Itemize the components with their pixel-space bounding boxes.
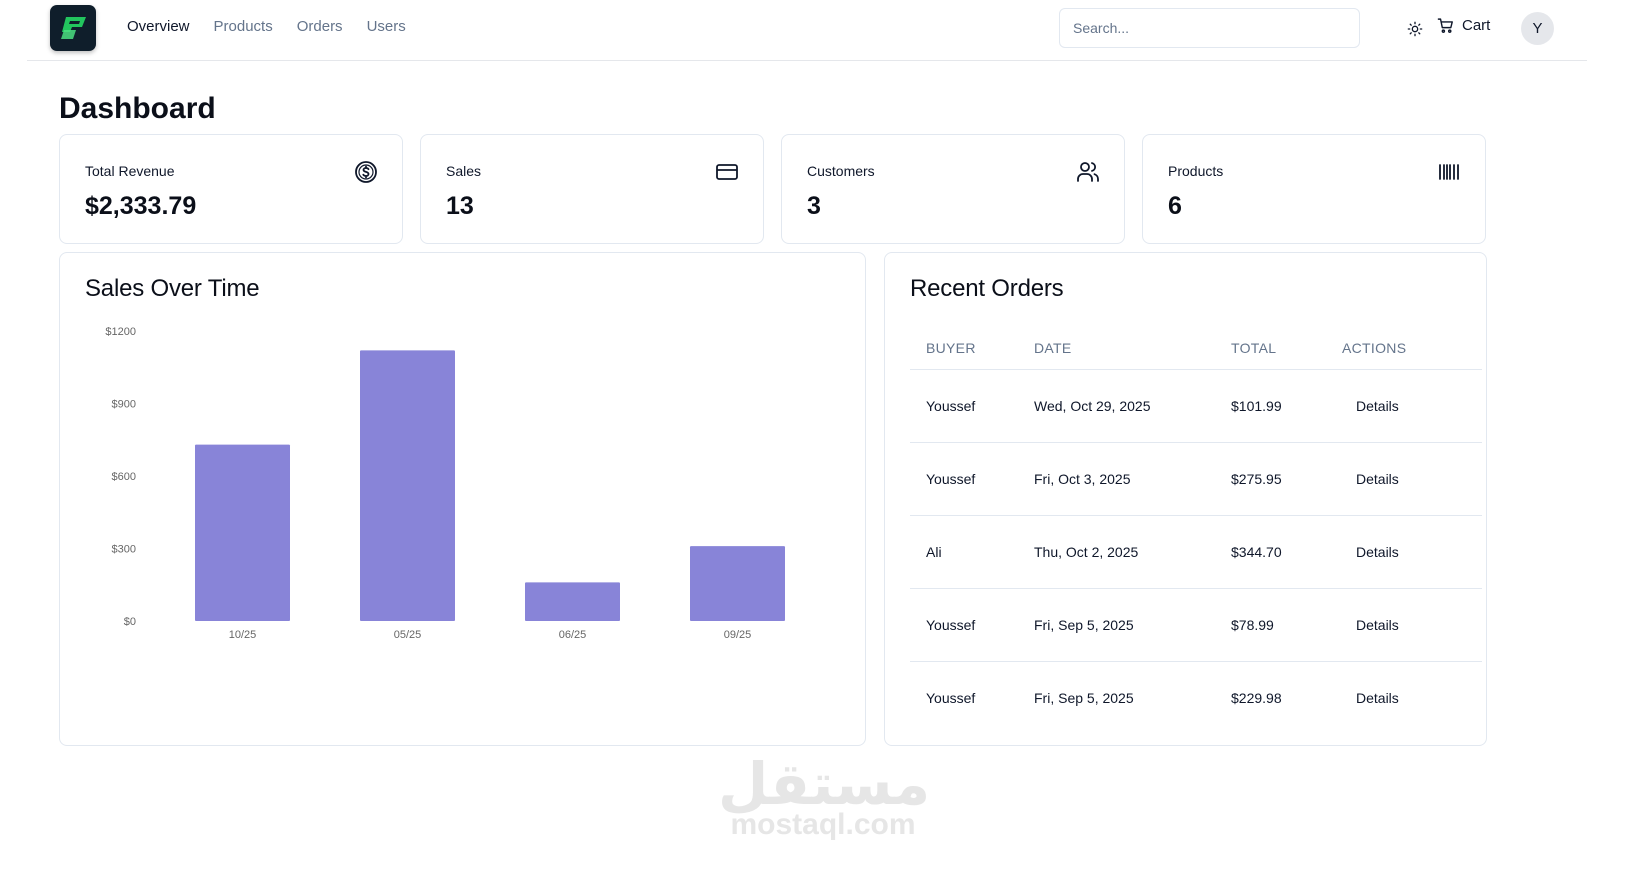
nav-users[interactable]: Users — [366, 18, 406, 35]
stat-card-products: Products 6 — [1142, 134, 1486, 244]
x-tick-label: 06/25 — [559, 629, 587, 641]
watermark-arabic: مستقل — [718, 750, 931, 818]
column-header-buyer: BUYER — [910, 328, 1018, 370]
date-cell: Fri, Oct 3, 2025 — [1018, 442, 1215, 516]
users-icon — [1077, 162, 1099, 182]
buyer-cell: Ali — [910, 515, 1018, 589]
stat-card-sales: Sales 13 — [420, 134, 764, 244]
date-cell: Fri, Sep 5, 2025 — [1034, 689, 1134, 706]
stat-value: 3 — [807, 192, 821, 220]
orders-table: BUYER DATE TOTAL ACTIONS Youssef Wed, Oc… — [910, 328, 1482, 734]
watermark: مستقل mostaql.com — [718, 750, 931, 841]
stat-value: 13 — [446, 192, 474, 220]
barcode-icon — [1439, 164, 1459, 180]
table-row: Youssef Wed, Oct 29, 2025 $101.99 Detail… — [910, 369, 1482, 443]
cart-icon — [1437, 18, 1453, 33]
nav-orders[interactable]: Orders — [296, 18, 343, 35]
chart-bar[interactable] — [360, 350, 455, 621]
y-tick-label: $600 — [112, 471, 136, 483]
x-tick-label: 05/25 — [394, 629, 422, 641]
chart-bar[interactable] — [525, 582, 620, 621]
x-tick-label: 09/25 — [724, 629, 752, 641]
details-button[interactable]: Details — [1326, 588, 1482, 662]
stat-label: Total Revenue — [85, 163, 175, 179]
recent-orders-panel: Recent Orders BUYER DATE TOTAL ACTIONS Y… — [884, 252, 1487, 746]
sales-bar-chart: $0 $300 $600 $900 $1200 10/25 05/25 06/25 09/25 — [105, 326, 785, 641]
column-header-date: DATE — [1018, 328, 1215, 370]
buyer-cell: Youssef — [910, 442, 1018, 516]
brand-logo[interactable] — [50, 5, 96, 51]
details-button[interactable]: Details — [1326, 442, 1482, 516]
credit-card-icon — [716, 164, 738, 180]
page-title: Dashboard — [59, 92, 216, 125]
buyer-cell: Youssef — [910, 369, 1018, 443]
dollar-circle-icon — [355, 161, 377, 183]
date-cell: Thu, Oct 2, 2025 — [1018, 515, 1215, 589]
y-tick-label: $900 — [112, 399, 136, 411]
total-cell: $101.99 — [1215, 369, 1326, 443]
column-header-total: TOTAL — [1215, 328, 1326, 370]
buyer-cell: Youssef — [910, 588, 1018, 662]
table-row: Ali Thu, Oct 2, 2025 $344.70 Details — [910, 515, 1482, 589]
details-button[interactable]: Details — [1326, 369, 1482, 443]
total-cell: $78.99 — [1215, 588, 1326, 662]
details-button[interactable]: Details — [1326, 515, 1482, 589]
column-header-actions: ACTIONS — [1326, 328, 1482, 370]
y-tick-label: $300 — [112, 544, 136, 556]
watermark-latin: mostaql.com — [730, 808, 916, 841]
stat-value: $2,333.79 — [85, 192, 197, 220]
panel-title: Sales Over Time — [85, 275, 260, 302]
chart-bar[interactable] — [690, 546, 785, 621]
panel-title: Recent Orders — [910, 275, 1064, 302]
total-cell: $275.95 — [1215, 442, 1326, 516]
logo-mark-icon — [61, 17, 86, 39]
top-navbar: Overview Products Orders Users Cart Y — [27, 0, 1587, 61]
nav-products[interactable]: Products — [213, 18, 273, 35]
nav-overview[interactable]: Overview — [127, 18, 190, 35]
date-cell: Wed, Oct 29, 2025 — [1018, 369, 1215, 443]
cart-button[interactable]: Cart — [1437, 17, 1490, 34]
table-header-row: BUYER DATE TOTAL ACTIONS — [910, 328, 1482, 370]
x-tick-label: 10/25 — [229, 629, 257, 641]
stat-card-customers: Customers 3 — [781, 134, 1125, 244]
table-row: Youssef Fri, Oct 3, 2025 $275.95 Details — [910, 442, 1482, 516]
total-cell: $229.98 — [1231, 689, 1282, 706]
table-row: Youssef Fri, Sep 5, 2025 $78.99 Details — [910, 588, 1482, 662]
stat-value: 6 — [1168, 192, 1182, 220]
main-nav: Overview Products Orders Users — [127, 18, 406, 35]
chart-bar[interactable] — [195, 444, 290, 621]
stat-card-revenue: Total Revenue $2,333.79 — [59, 134, 403, 244]
table-row: Youssef Fri, Sep 5, 2025 $229.98 Details — [910, 661, 1482, 734]
buyer-cell: Youssef — [926, 689, 976, 706]
date-cell: Fri, Sep 5, 2025 — [1018, 588, 1215, 662]
user-avatar[interactable]: Y — [1521, 12, 1554, 45]
y-tick-label: $0 — [124, 616, 136, 628]
stat-label: Customers — [807, 163, 875, 179]
sun-icon — [1407, 21, 1423, 37]
theme-toggle-button[interactable] — [1402, 16, 1428, 42]
stat-label: Products — [1168, 163, 1224, 179]
stat-label: Sales — [446, 163, 482, 179]
y-tick-label: $1200 — [105, 326, 136, 338]
search-input[interactable] — [1059, 8, 1360, 48]
sales-chart-panel: Sales Over Time $0 $300 $600 $900 $1200 10/25… — [59, 252, 866, 746]
total-cell: $344.70 — [1215, 515, 1326, 589]
details-button[interactable]: Details — [1356, 689, 1399, 706]
cart-label: Cart — [1462, 17, 1491, 34]
